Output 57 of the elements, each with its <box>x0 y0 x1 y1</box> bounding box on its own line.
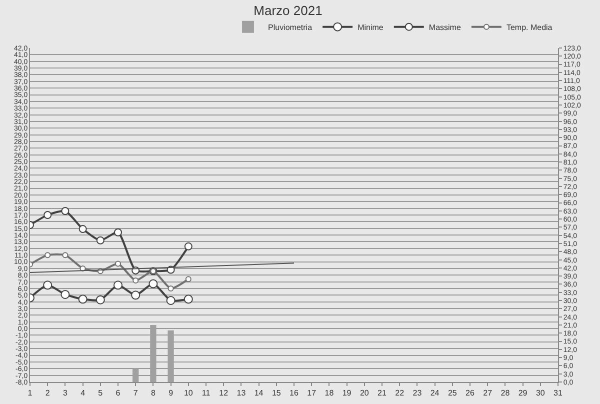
point <box>114 228 122 236</box>
x-tick-label: 15 <box>272 388 282 398</box>
x-tick-label: 24 <box>430 388 440 398</box>
x-tick-label: 23 <box>412 388 422 398</box>
point <box>61 206 70 215</box>
point <box>166 296 176 305</box>
point <box>131 290 140 300</box>
point <box>43 280 52 290</box>
legend-label: Massime <box>428 22 462 32</box>
x-tick-label: 22 <box>395 388 405 398</box>
point <box>114 280 122 290</box>
point <box>78 225 87 234</box>
x-tick-label: 16 <box>290 388 299 398</box>
x-tick-label: 11 <box>202 388 211 398</box>
point <box>168 285 174 292</box>
point <box>96 295 105 304</box>
x-tick-label: 12 <box>219 388 229 398</box>
x-tick-label: 28 <box>500 388 510 398</box>
point <box>185 276 192 282</box>
x-tick-label: 25 <box>448 388 458 398</box>
x-tick-label: 3 <box>62 388 68 398</box>
x-tick-label: 13 <box>236 388 246 398</box>
x-tick-label: 18 <box>324 388 334 398</box>
x-tick-label: 10 <box>184 388 194 398</box>
x-tick-label: 31 <box>554 388 563 398</box>
x-tick-label: 14 <box>254 388 264 398</box>
x-tick-label: 5 <box>98 388 104 398</box>
x-tick-label: 7 <box>133 388 138 398</box>
legend-label: Minime <box>358 22 384 32</box>
x-tick-label: 1 <box>28 388 33 398</box>
point <box>44 252 51 258</box>
x-tick-label: 6 <box>116 388 121 398</box>
x-tick-label: 20 <box>360 388 370 398</box>
point <box>62 252 68 258</box>
point <box>132 277 139 284</box>
x-tick-label: 4 <box>80 388 86 398</box>
legend-label: Temp. Media <box>506 22 553 32</box>
x-tick-label: 21 <box>378 388 387 398</box>
x-tick-label: 27 <box>483 388 493 398</box>
x-tick-label: 17 <box>307 388 317 398</box>
x-tick-label: 2 <box>45 388 50 398</box>
point <box>115 260 121 267</box>
x-tick-label: 8 <box>150 388 156 398</box>
point <box>148 279 158 288</box>
x-tick-label: 19 <box>342 388 352 398</box>
point <box>78 294 88 304</box>
x-tick-label: 26 <box>466 388 475 398</box>
point <box>184 294 193 304</box>
point <box>96 236 104 244</box>
point <box>60 290 70 299</box>
point <box>184 242 192 250</box>
legend-label: Pluviometria <box>268 22 313 32</box>
chart-title: Marzo 2021 <box>254 3 322 18</box>
x-tick-label: 30 <box>536 388 546 398</box>
point <box>44 211 52 219</box>
x-tick-label: 9 <box>168 388 174 398</box>
x-tick-label: 29 <box>518 388 528 398</box>
